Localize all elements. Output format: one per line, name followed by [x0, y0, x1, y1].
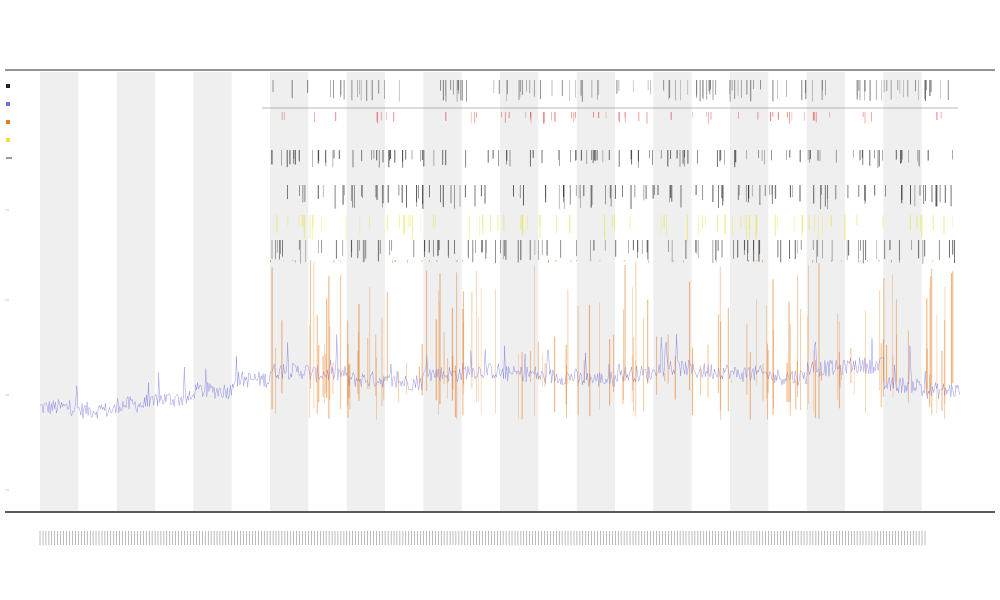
band-22 [883, 72, 922, 511]
y-tick-marks [5, 209, 9, 491]
row-yellow [276, 215, 953, 241]
band-14 [576, 72, 615, 511]
band-0 [40, 72, 79, 511]
legend [6, 84, 12, 159]
row-black-3 [271, 240, 955, 264]
series-line-blue [39, 334, 961, 419]
series-orange-spikes [271, 260, 954, 420]
x-tick-labels [39, 531, 926, 545]
band-18 [730, 72, 769, 511]
row-labels [272, 80, 949, 102]
band-4 [193, 72, 232, 511]
legend-swatch-0 [6, 84, 10, 88]
row-black-2 [286, 185, 952, 209]
legend-swatch-2 [6, 120, 10, 124]
legend-swatch-1 [6, 102, 10, 106]
series-bottom-line [39, 334, 961, 419]
band-6 [270, 72, 309, 511]
band-20 [806, 72, 845, 511]
band-2 [116, 72, 155, 511]
band-10 [423, 72, 462, 511]
legend-swatch-3 [6, 138, 10, 142]
alternating-bands [40, 72, 922, 511]
band-12 [500, 72, 539, 511]
row-orange [270, 260, 933, 263]
band-8 [346, 72, 385, 511]
row-black-1 [271, 150, 953, 168]
band-16 [653, 72, 692, 511]
row-red [281, 112, 942, 124]
event-rows [270, 80, 955, 264]
